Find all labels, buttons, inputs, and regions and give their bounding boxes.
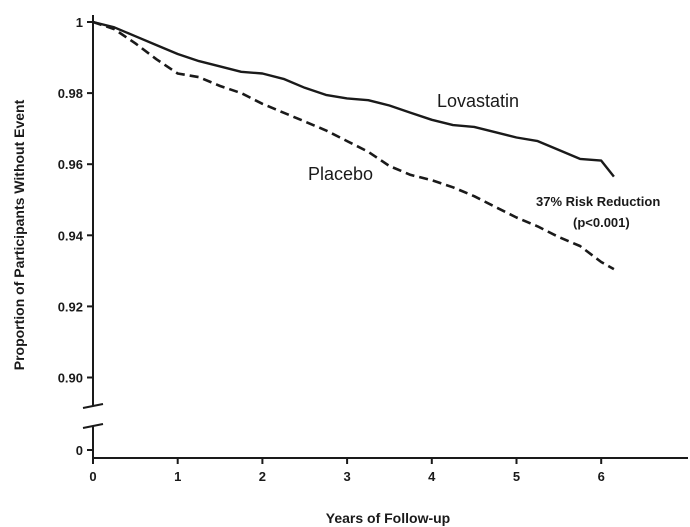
p-value-annotation: (p<0.001): [573, 215, 630, 230]
axes: [82, 15, 688, 459]
y-tick-label: 1: [76, 15, 83, 30]
y-tick-label: 0.90: [58, 371, 83, 386]
x-axis-title: Years of Follow-up: [326, 510, 450, 526]
axis-break-mark-top: [82, 403, 104, 409]
y-tick-label: 0.92: [58, 299, 83, 314]
x-tick-label: 4: [428, 469, 436, 484]
y-tick-label: 0.96: [58, 157, 83, 172]
tick-layer: 1 0.98 0.96 0.94 0.92 0.90 00 1 2 3 4 5 6: [58, 15, 605, 484]
x-tick-label: 1: [174, 469, 181, 484]
axis-break-mark-bottom: [82, 423, 104, 429]
x-tick-label: 5: [513, 469, 520, 484]
x-tick-label: 0: [89, 469, 96, 484]
series-line-placebo: [92, 20, 615, 271]
series-layer: [92, 20, 615, 271]
x-tick-label: 6: [598, 469, 605, 484]
y-tick-label: 0.98: [58, 86, 83, 101]
series-label-placebo: Placebo: [308, 164, 373, 184]
x-tick-label: 3: [343, 469, 350, 484]
risk-reduction-annotation: 37% Risk Reduction: [536, 194, 660, 209]
x-tick-label: 2: [259, 469, 266, 484]
y-axis-title: Proportion of Participants Without Event: [11, 99, 27, 370]
y-tick-label: 0: [76, 443, 83, 458]
y-tick-label: 0.94: [58, 228, 84, 243]
series-label-lovastatin: Lovastatin: [437, 91, 519, 111]
series-line-lovastatin: [92, 20, 615, 178]
